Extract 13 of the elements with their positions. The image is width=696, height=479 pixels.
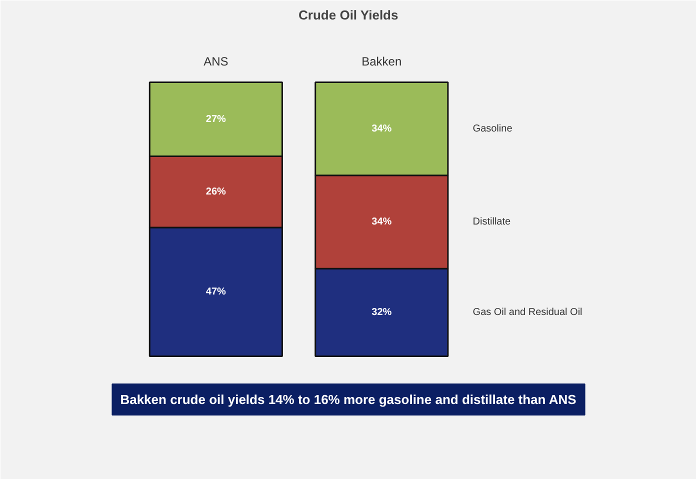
x-tick-label: ANS [204, 54, 228, 69]
data-label: 27% [206, 114, 226, 125]
data-label: 34% [372, 123, 392, 134]
text: Gasoline [472, 123, 513, 134]
data-label: 47% [206, 286, 226, 298]
chart-title: Crude Oil Yields [298, 8, 398, 22]
text: Distillate [472, 216, 512, 228]
text: Gas Oil and Residual Oil [472, 306, 582, 318]
data-label: 32% [372, 306, 392, 318]
data-label: 34% [372, 216, 392, 228]
text: Bakken crude oil yields 14% to 16% more gasoline and distillate than ANS [120, 392, 577, 407]
data-label: 26% [206, 186, 226, 198]
x-tick-label: Bakken [362, 54, 402, 69]
